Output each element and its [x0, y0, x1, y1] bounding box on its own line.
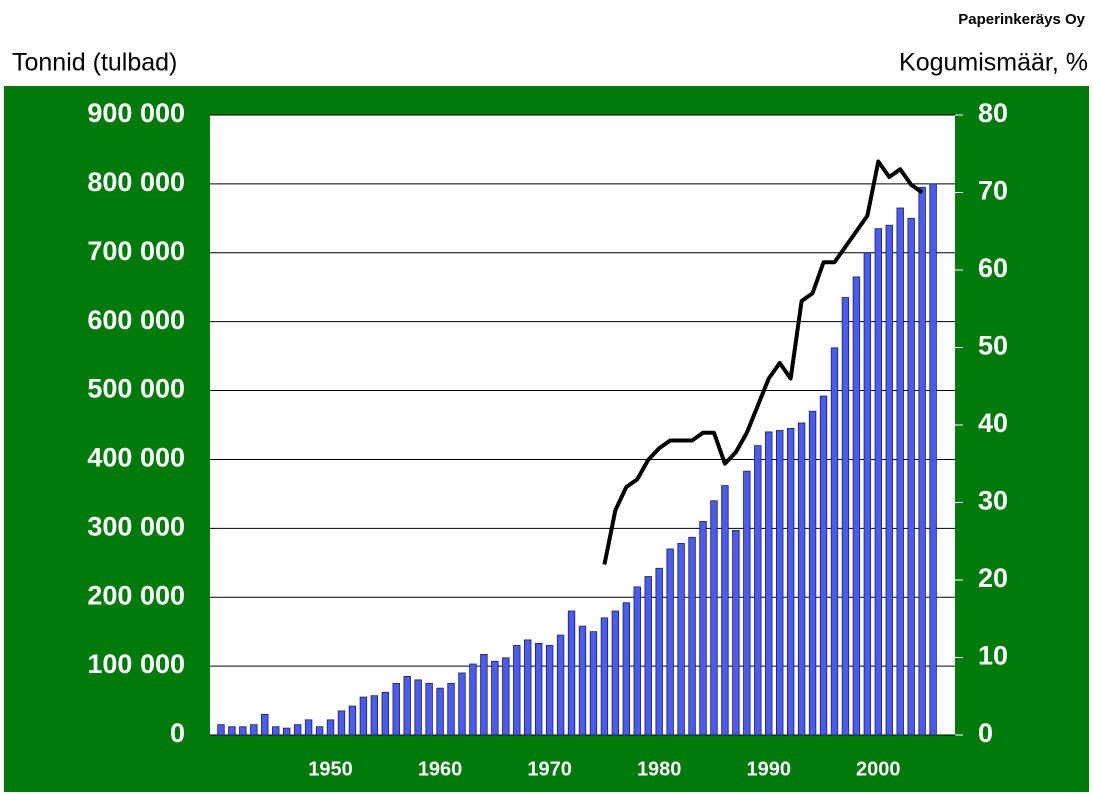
bar: [600, 617, 609, 736]
bar: [863, 252, 872, 736]
bar: [283, 727, 291, 736]
bar: [907, 217, 915, 736]
bar: [502, 657, 510, 736]
bar: [644, 576, 652, 736]
y2-tick-label: 60: [978, 253, 1008, 283]
y-tick-label: 600 000: [87, 305, 185, 335]
bar: [578, 625, 587, 736]
bar: [425, 682, 433, 736]
bar: [874, 228, 882, 736]
y-tick-label: 0: [170, 718, 185, 748]
y-tick-label: 700 000: [87, 236, 185, 266]
bar: [272, 726, 280, 736]
bar: [545, 645, 554, 736]
bar: [622, 602, 631, 736]
x-tick-label: 1980: [637, 758, 682, 780]
y-tick-label: 900 000: [87, 98, 185, 128]
source: Paperinkeräys Oy: [958, 11, 1085, 28]
bar: [688, 536, 696, 736]
bar: [414, 679, 422, 736]
y-tick-label: 300 000: [87, 511, 185, 541]
y-tick-label: 200 000: [87, 580, 185, 610]
bar: [830, 347, 839, 736]
bar: [381, 691, 389, 736]
bar: [666, 548, 674, 736]
bar: [480, 654, 488, 736]
bar: [699, 521, 707, 736]
bar: [765, 431, 773, 736]
bar: [359, 696, 368, 736]
y-axis-label: Tonnid (tulbad): [12, 49, 177, 77]
bar: [797, 422, 806, 736]
x-tick-label: 2000: [856, 758, 901, 780]
bar: [403, 676, 411, 736]
x-tick-label: 1960: [418, 758, 463, 780]
bar: [348, 705, 357, 736]
y2-tick-label: 80: [978, 98, 1008, 128]
bar: [786, 428, 795, 736]
bar: [732, 530, 740, 736]
bar: [896, 207, 904, 736]
line: [602, 159, 924, 565]
bar: [556, 634, 565, 736]
y2-tick-label: 70: [978, 176, 1008, 206]
bar: [567, 610, 576, 736]
bar: [250, 724, 258, 736]
y2-tick-label: 0: [978, 718, 993, 748]
x-tick-label: 1990: [747, 758, 792, 780]
bar: [458, 672, 466, 736]
bar: [589, 631, 598, 736]
bar: [534, 642, 543, 736]
bar: [633, 586, 641, 736]
bar: [852, 276, 861, 736]
bar: [304, 719, 313, 736]
bar: [655, 567, 663, 736]
bar: [743, 470, 751, 736]
y2-tick-label: 30: [978, 486, 1008, 516]
y2-tick-label: 10: [978, 641, 1008, 671]
bar: [929, 183, 937, 736]
bar: [808, 410, 817, 736]
bar: [228, 726, 236, 736]
y-tick-label: 500 000: [87, 374, 185, 404]
bar: [491, 660, 499, 736]
bar: [754, 445, 762, 736]
y2-axis-label: Kogumismäär, %: [899, 49, 1088, 77]
y2-tick-label: 20: [978, 563, 1008, 593]
bar: [513, 645, 521, 736]
bar: [469, 663, 477, 736]
bar: [326, 719, 335, 736]
y2-tick-label: 40: [978, 408, 1008, 438]
bar: [710, 500, 718, 736]
bar: [841, 297, 850, 736]
bar: [337, 710, 346, 736]
bar: [885, 224, 893, 736]
bar: [721, 485, 729, 736]
bar: [217, 724, 225, 736]
bar: [436, 687, 444, 736]
bar: [315, 726, 324, 736]
bar: [370, 695, 379, 736]
bar: [239, 726, 247, 736]
bar: [611, 610, 620, 736]
bar: [261, 713, 269, 736]
bar: [447, 682, 455, 736]
y-tick-label: 800 000: [87, 167, 185, 197]
x-tick-label: 1950: [308, 758, 353, 780]
x-tick-label: 1970: [527, 758, 572, 780]
y2-tick-label: 50: [978, 331, 1008, 361]
bar: [776, 430, 784, 736]
bar: [392, 682, 400, 736]
bar: [524, 639, 532, 736]
bar: [918, 186, 926, 736]
y-tick-label: 400 000: [87, 443, 185, 473]
y-tick-label: 100 000: [87, 649, 185, 679]
bar: [819, 395, 828, 736]
bar: [677, 543, 685, 736]
bar: [293, 724, 302, 736]
